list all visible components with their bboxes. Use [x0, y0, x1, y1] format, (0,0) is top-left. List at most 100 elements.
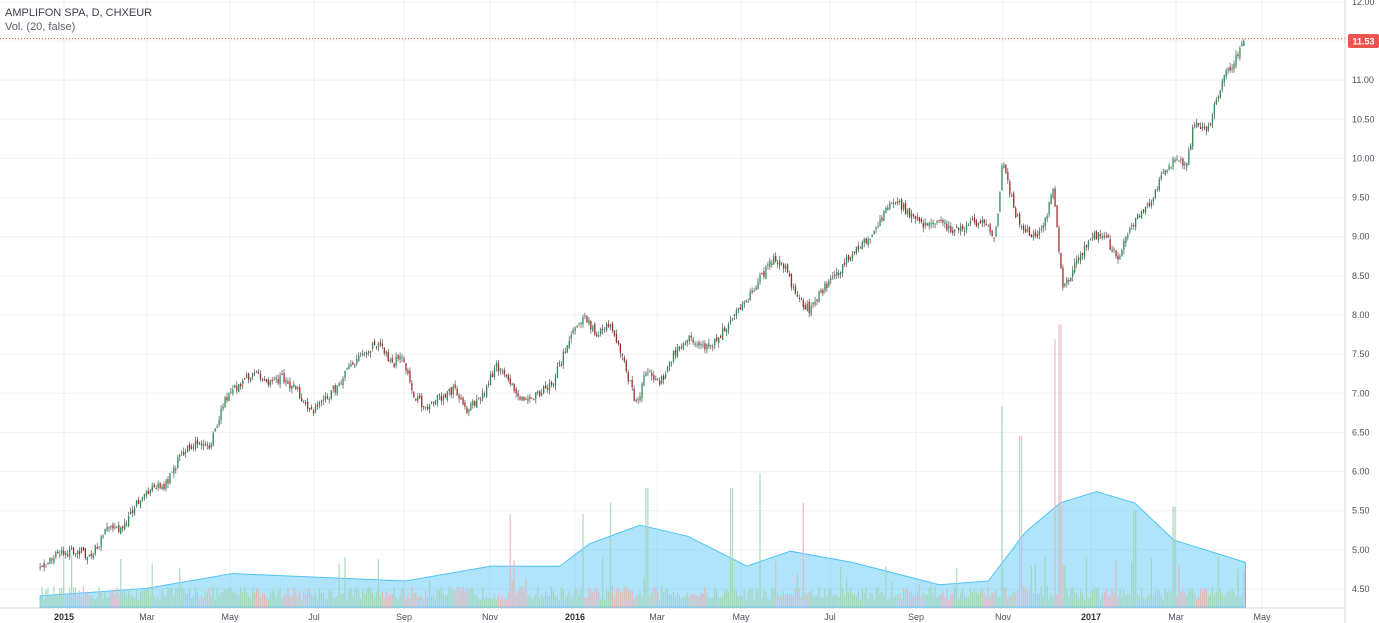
candle	[360, 352, 362, 357]
candle-body	[135, 500, 138, 507]
volume-bar	[45, 589, 47, 607]
candle-body	[1111, 249, 1113, 253]
candle	[366, 351, 368, 359]
candle	[348, 363, 350, 370]
candle	[604, 326, 606, 333]
volume-bar	[661, 586, 663, 607]
candle-body	[655, 379, 657, 381]
candle	[767, 261, 769, 270]
volume-bar	[171, 587, 173, 607]
candle	[1040, 225, 1042, 234]
candle-body	[299, 387, 301, 399]
candle-body	[1241, 43, 1243, 47]
candle	[625, 359, 627, 374]
candle	[822, 288, 824, 297]
volume-bar	[879, 593, 881, 607]
candle-body	[1003, 165, 1005, 168]
candle	[922, 219, 924, 233]
candle	[328, 396, 330, 404]
volume-bar	[873, 598, 875, 607]
price-axis[interactable]: 12.0011.5011.0010.5010.009.509.008.508.0…	[1352, 0, 1375, 594]
candle	[257, 369, 260, 375]
volume-bar	[1034, 563, 1036, 607]
candle-body	[161, 486, 163, 490]
volume-bar	[305, 594, 307, 607]
candle-body	[464, 402, 466, 407]
volume-bar	[761, 598, 763, 607]
candle-body	[694, 343, 696, 345]
volume-bar	[57, 596, 59, 607]
candle	[425, 406, 427, 411]
volume-bar	[340, 594, 342, 607]
volume-bar	[1040, 586, 1042, 607]
candle-body	[86, 557, 88, 561]
candle-body	[975, 220, 977, 227]
candle-body	[371, 342, 374, 349]
candle-body	[914, 215, 917, 220]
candle	[602, 324, 604, 335]
candle-body	[643, 375, 645, 386]
candle-body	[49, 557, 51, 564]
candle-body	[924, 222, 926, 226]
candle	[1225, 68, 1227, 80]
volume-bar	[1200, 588, 1202, 607]
candle-body	[346, 368, 348, 370]
legend-symbol[interactable]: AMPLIFON SPA, D, CHXEUR	[5, 7, 152, 19]
candle	[916, 212, 918, 222]
candle	[548, 379, 551, 395]
candle	[865, 237, 867, 246]
candle-body	[1121, 250, 1123, 257]
candle-body	[1174, 159, 1176, 161]
candle-body	[600, 328, 602, 334]
volume-bar	[421, 596, 423, 607]
candle-body	[407, 370, 409, 374]
candle-body	[798, 298, 800, 299]
candle	[1211, 113, 1214, 129]
candle	[124, 518, 126, 531]
chart-legend[interactable]: AMPLIFON SPA, D, CHXEUR Vol. (20, false)	[5, 7, 152, 33]
volume-bar	[448, 586, 450, 607]
candle-body	[198, 442, 201, 445]
time-axis[interactable]: 2015 Mar May Jul Sep Nov 2016 Mar May Jul Sep Nov 20…	[54, 612, 1271, 622]
candle-body	[364, 352, 366, 354]
candle	[881, 215, 883, 223]
volume-bar	[108, 596, 110, 607]
volume-bar	[102, 598, 104, 607]
candle-body	[1087, 241, 1090, 248]
volume-bar	[405, 598, 407, 607]
volume-bar	[110, 592, 112, 607]
candle-body	[1119, 256, 1121, 260]
candle-body	[830, 278, 832, 281]
volume-bar	[279, 587, 281, 607]
volume-bar	[49, 595, 51, 607]
y-tick-label: 5.00	[1352, 545, 1370, 555]
volume-bar	[942, 591, 944, 607]
candle-body	[246, 374, 248, 379]
candle-body	[668, 362, 671, 367]
volume-bar	[641, 597, 643, 607]
candle	[122, 525, 124, 533]
candle	[1192, 124, 1194, 150]
candle	[472, 399, 474, 409]
candle	[611, 321, 614, 333]
candle-body	[659, 380, 661, 385]
candle-body	[556, 366, 559, 378]
candle-body	[486, 385, 488, 397]
candle	[1219, 89, 1221, 100]
candle	[678, 345, 680, 352]
candle-body	[678, 346, 680, 350]
volume-bar	[881, 591, 883, 607]
x-tick-label: Sep	[396, 612, 412, 622]
volume-bar	[98, 587, 100, 607]
legend-volume[interactable]: Vol. (20, false)	[5, 21, 75, 33]
candle	[352, 360, 354, 365]
volume-bar	[226, 589, 228, 607]
candle	[381, 339, 383, 350]
candle-body	[131, 510, 134, 513]
candle-body	[786, 264, 789, 273]
candle	[676, 344, 679, 358]
candle	[1176, 155, 1178, 162]
candle	[672, 350, 675, 364]
volume-bar	[558, 599, 560, 607]
